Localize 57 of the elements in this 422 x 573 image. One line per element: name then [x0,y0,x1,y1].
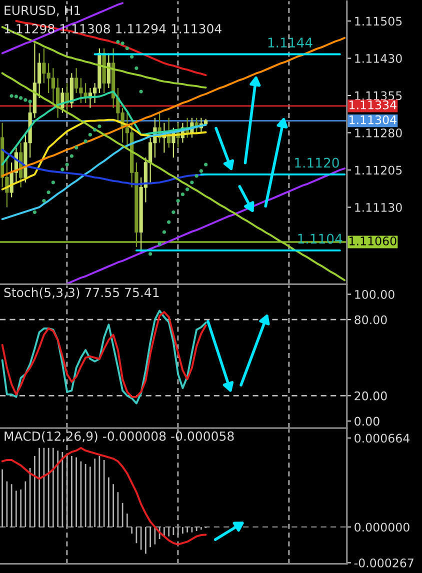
point [199,169,204,173]
point [88,132,92,137]
y-tick-label: 1.11505 [355,16,402,26]
point [42,198,46,203]
y-tick-label: 20.00 [354,391,387,400]
point [162,230,166,234]
point [14,94,18,98]
point [172,210,176,214]
annotation: 1.1144 [268,38,312,48]
y-tick-label: 1.11430 [355,54,402,63]
point [28,100,32,104]
y-tick-label: 1.11130 [355,202,402,212]
point [130,54,134,59]
line-series [66,168,346,284]
ref-line-label: 1.11304 [350,115,396,124]
y-tick-label: 0.000664 [354,434,410,443]
point [60,168,64,172]
point [120,42,124,46]
point [84,139,88,144]
point [98,124,102,128]
y-tick-label: 0.00 [354,416,380,426]
y-tick-label: 1.11205 [355,166,402,175]
point [166,220,171,224]
point [51,180,56,184]
point [92,128,97,132]
point [70,154,74,158]
annotation: 1.1120 [295,158,339,168]
point [46,190,50,194]
point [185,188,190,192]
ref-line-label: 1.11060 [350,236,396,246]
y-tick-label: 100.00 [355,290,394,299]
point [148,252,152,256]
point [194,174,198,178]
point [18,96,23,100]
y-tick-label: 1.11355 [355,91,402,100]
ref-line-label: 1.11334 [350,100,396,110]
y-tick-label: 80.00 [354,315,387,324]
y-tick-label: 0.000000 [354,522,410,532]
y-tick-label: 1.11280 [355,128,402,138]
point [158,242,162,246]
point [139,90,143,94]
point [32,210,37,214]
point [74,146,78,150]
chart-title: MACD(12,26,9) -0.000008 -0.000058 [4,431,234,442]
line-series [1,72,346,282]
point [24,98,28,102]
line-series [1,446,207,546]
point [116,40,120,44]
point [190,180,194,184]
chart-title: Stoch(5,3,3) 77.55 75.41 [4,287,159,299]
point [204,162,208,166]
point [125,46,130,50]
y-tick-label: -0.000267 [354,558,414,568]
line-series [1,124,207,220]
point [134,66,138,70]
point [10,94,14,98]
point [180,192,185,196]
